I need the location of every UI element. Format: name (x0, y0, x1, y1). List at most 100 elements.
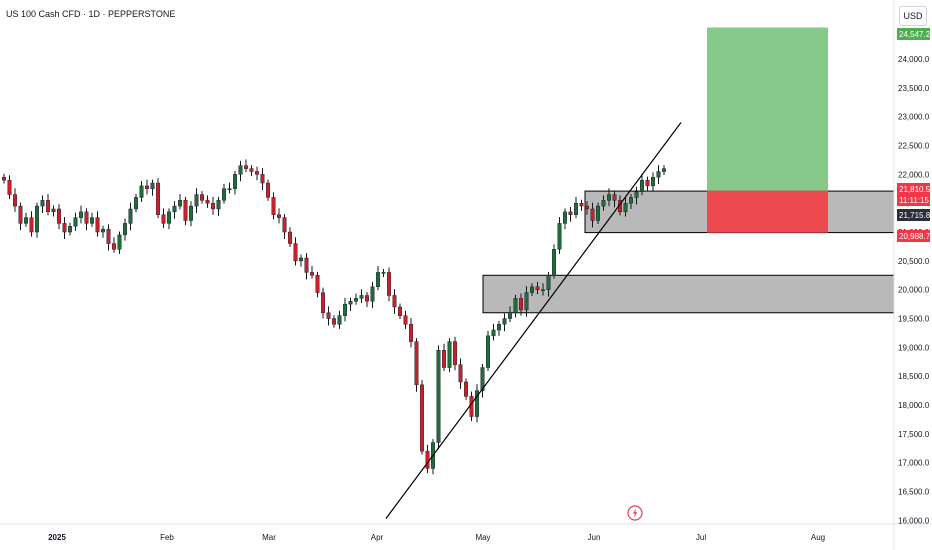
price-tick-label: 16,000.0 (898, 516, 930, 525)
candle-body (541, 289, 546, 291)
price-tick-label: 19,500.0 (898, 315, 930, 324)
candle-body (370, 286, 375, 302)
position-stop-area[interactable] (707, 190, 828, 233)
candle-body (172, 205, 177, 213)
candle-body (315, 275, 320, 293)
candle-body (574, 203, 579, 215)
time-tick-label: May (475, 533, 490, 542)
candle-body (480, 367, 485, 391)
candle-body (469, 396, 474, 417)
time-tick-label: Mar (262, 533, 276, 542)
candle-body (354, 298, 359, 302)
candle-body (150, 182, 155, 189)
candle-body (194, 194, 199, 207)
candle-body (662, 168, 667, 172)
candle-body (18, 205, 23, 224)
candle-body (117, 234, 122, 250)
candle-body (304, 257, 309, 273)
price-axis[interactable]: 24,000.0 23,500.0 23,000.0 22,500.0 22,000.0… (898, 55, 930, 525)
trend-line[interactable] (385, 122, 682, 519)
time-tick-label: Jul (696, 533, 706, 542)
trendline[interactable] (385, 122, 682, 519)
candle-body (139, 185, 144, 198)
price-tick-label: 19,000.0 (898, 343, 930, 352)
countdown-label-bg (897, 194, 930, 206)
price-tick-label: 18,500.0 (898, 372, 930, 381)
candle-body (133, 197, 138, 210)
candle-body (12, 194, 17, 207)
candle-body (89, 217, 94, 224)
countdown-label: 11:11:15 (899, 196, 930, 205)
position-target-area[interactable] (707, 27, 828, 191)
candle-body (243, 165, 248, 169)
candle-body (100, 228, 105, 233)
candle-body (552, 249, 557, 276)
price-tick-label: 23,000.0 (898, 113, 930, 122)
price-tick-label: 20,000.0 (898, 286, 930, 295)
candle-body (254, 171, 259, 175)
time-tick-label: 2025 (48, 533, 66, 542)
candle-body (623, 203, 628, 213)
price-tick-label: 16,500.0 (898, 488, 930, 497)
candle-body (122, 223, 127, 236)
candle-body (62, 223, 67, 233)
long-position-tool[interactable] (707, 27, 828, 233)
price-tick-label: 23,500.0 (898, 84, 930, 93)
candle-body (425, 450, 430, 469)
candle-body (524, 292, 529, 311)
candle-body (238, 165, 243, 175)
price-tick-label: 18,000.0 (898, 401, 930, 410)
candle-body (348, 301, 353, 305)
candle-body (376, 272, 381, 288)
candle-body (221, 188, 226, 201)
price-zones (482, 190, 895, 314)
candle-body (67, 226, 72, 233)
time-tick-label: Feb (160, 533, 174, 542)
candle-body (188, 205, 193, 221)
candle-body (299, 257, 304, 262)
candle-body (84, 211, 89, 224)
currency-button[interactable]: USD (899, 6, 927, 26)
candle-body (128, 208, 133, 224)
target-price-label: 24,547.2 (899, 30, 931, 39)
time-tick-label: Apr (371, 533, 384, 542)
candle-body (46, 200, 51, 213)
price-tick-label: 22,500.0 (898, 142, 930, 151)
candle-body (337, 315, 342, 325)
last-price-label: 21,810.5 (899, 185, 931, 194)
candle-body (277, 214, 282, 218)
candle-body (491, 329, 496, 337)
entry-price-label: 21,715.8 (899, 211, 931, 220)
candle-body (288, 231, 293, 244)
candle-body (161, 214, 166, 224)
candle-body (155, 182, 160, 215)
price-tick-label: 20,500.0 (898, 257, 930, 266)
candle-body (166, 211, 171, 224)
candle-body (442, 350, 447, 368)
candle-body (332, 318, 337, 325)
time-tick-label: Jun (588, 533, 601, 542)
candle-body (563, 211, 568, 224)
stop-price-label: 20,988.7 (899, 232, 931, 241)
candle-body (651, 177, 656, 187)
candle-body (216, 200, 221, 210)
candle-body (310, 272, 315, 276)
candle-body (144, 185, 149, 189)
price-tick-label: 22,000.0 (898, 170, 930, 179)
time-axis[interactable]: 2025 Feb Mar Apr May Jun Jul Aug (48, 533, 825, 542)
last-price-label-bg (897, 183, 930, 195)
candle-body (321, 292, 326, 313)
price-tick-label: 17,500.0 (898, 430, 930, 439)
lightning-circle-icon[interactable] (627, 505, 643, 521)
stop-price-label-bg (897, 230, 930, 242)
candle-body (78, 211, 83, 218)
candle-body (535, 286, 540, 290)
candle-body (612, 194, 617, 201)
candle-body (326, 312, 331, 319)
candle-body (568, 211, 573, 215)
price-tick-label: 17,000.0 (898, 459, 930, 468)
candle-body (414, 341, 419, 386)
symbol-title[interactable]: US 100 Cash CFD · 1D · PEPPERSTONE (6, 9, 176, 19)
candle-body (557, 223, 562, 250)
